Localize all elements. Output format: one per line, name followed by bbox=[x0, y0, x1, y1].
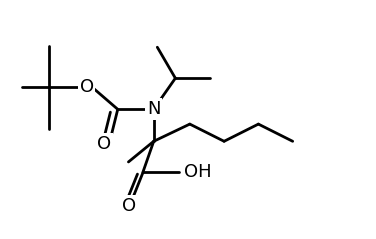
Text: OH: OH bbox=[184, 163, 212, 181]
Text: O: O bbox=[97, 135, 111, 152]
Text: N: N bbox=[147, 100, 161, 118]
Text: O: O bbox=[79, 78, 94, 96]
Text: O: O bbox=[123, 196, 136, 215]
